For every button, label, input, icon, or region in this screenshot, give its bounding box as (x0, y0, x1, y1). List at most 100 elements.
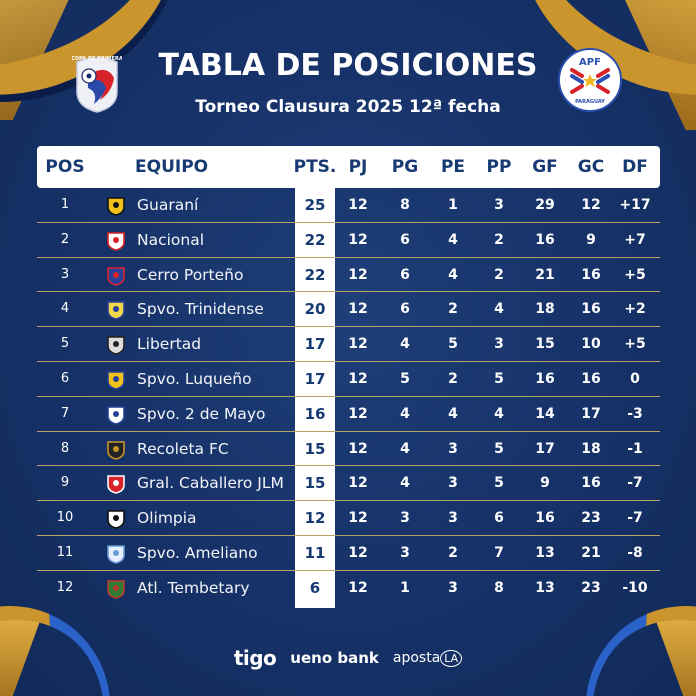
table-row: 12 Atl. Tembetary 6 12 1 3 8 13 23 -10 (37, 570, 660, 608)
cell-gc: 16 (581, 266, 601, 283)
points-cell-background (295, 570, 335, 608)
cell-team: Olimpia (137, 509, 197, 528)
column-header-equipo: EQUIPO (135, 157, 209, 177)
cell-pts: 22 (304, 265, 326, 284)
cell-pp: 8 (494, 579, 504, 596)
cell-team: Spvo. Luqueño (137, 369, 252, 388)
cell-pe: 2 (448, 544, 458, 561)
cell-gf: 18 (535, 301, 555, 318)
cell-gc: 16 (581, 370, 601, 387)
column-header-gc: GC (577, 157, 605, 177)
table-row: 9 Gral. Caballero JLM 15 12 4 3 5 9 16 -7 (37, 466, 660, 502)
cell-pj: 12 (348, 370, 368, 387)
column-header-pts: PTS. (293, 157, 337, 177)
cell-gf: 29 (535, 197, 555, 213)
points-cell-background (295, 466, 335, 501)
points-cell-background (295, 396, 335, 431)
cell-team: Atl. Tembetary (137, 578, 250, 597)
cell-df: -3 (627, 405, 643, 422)
cerro-porteno-crest-icon (107, 266, 125, 286)
cell-gf: 21 (535, 266, 555, 283)
cell-pg: 4 (400, 405, 410, 422)
cell-pg: 3 (400, 510, 410, 527)
cell-pj: 12 (348, 231, 368, 248)
cell-pe: 1 (448, 197, 458, 213)
cell-df: -10 (622, 579, 648, 596)
table-row: 1 Guaraní 25 12 8 1 3 29 12 +17 (37, 188, 660, 223)
cell-pts: 16 (304, 404, 326, 423)
guarani-crest-icon (107, 196, 125, 216)
recoleta-crest-icon (107, 440, 125, 460)
cell-pe: 3 (448, 579, 458, 596)
cell-pp: 5 (494, 370, 504, 387)
table-row: 3 Cerro Porteño 22 12 6 4 2 21 16 +5 (37, 257, 660, 293)
cell-pe: 3 (448, 510, 458, 527)
column-header-df: DF (622, 157, 648, 177)
cell-pts: 15 (304, 439, 326, 458)
cell-df: -7 (627, 475, 643, 492)
cell-pp: 4 (494, 301, 504, 318)
cell-gf: 16 (535, 370, 555, 387)
cell-pts: 11 (304, 543, 326, 562)
cell-df: +17 (619, 197, 651, 213)
cell-pj: 12 (348, 197, 368, 213)
cell-team: Libertad (137, 335, 202, 354)
cell-pe: 4 (448, 266, 458, 283)
ueno-bank-logo: ueno bank (290, 649, 379, 667)
cell-df: +5 (624, 336, 646, 353)
points-cell-background (295, 361, 335, 396)
tigo-logo: tigo (233, 646, 277, 670)
cell-pj: 12 (348, 266, 368, 283)
standings-table: POS EQUIPO PTS. PJ PG PE PP GF GC DF 1 Gu… (37, 146, 660, 608)
cell-df: -8 (627, 544, 643, 561)
cell-team: Recoleta FC (137, 439, 229, 458)
sponsors-bar: tigo ueno bank aposta LA (0, 646, 696, 670)
cell-gc: 16 (581, 475, 601, 492)
cell-pos: 8 (60, 440, 70, 456)
cell-df: +5 (624, 266, 646, 283)
cell-pts: 15 (304, 474, 326, 493)
cell-pp: 3 (494, 336, 504, 353)
table-row: 5 Libertad 17 12 4 5 3 15 10 +5 (37, 327, 660, 362)
cell-pts: 17 (304, 335, 326, 354)
cell-gc: 16 (581, 301, 601, 318)
cell-pe: 5 (448, 336, 458, 353)
column-header-pj: PJ (348, 157, 368, 177)
cell-gc: 9 (586, 231, 596, 248)
cell-pos: 3 (60, 266, 70, 282)
cell-pg: 6 (400, 231, 410, 248)
cell-team: Guaraní (137, 196, 199, 214)
cell-pos: 6 (60, 370, 70, 386)
page-title: TABLA DE POSICIONES (158, 48, 538, 83)
cell-pts: 20 (304, 300, 326, 319)
cell-gf: 16 (535, 510, 555, 527)
cell-pos: 4 (60, 301, 70, 317)
cell-team: Nacional (137, 230, 205, 249)
svg-text:APF: APF (579, 57, 601, 68)
apostala-logo: aposta LA (393, 649, 463, 667)
cell-pg: 3 (400, 544, 410, 561)
cell-gc: 10 (581, 336, 601, 353)
cell-team: Gral. Caballero JLM (137, 474, 284, 493)
cell-pg: 6 (400, 266, 410, 283)
points-cell-background (295, 222, 335, 257)
cell-pe: 3 (448, 440, 458, 457)
cell-gf: 13 (535, 579, 555, 596)
cell-pg: 4 (400, 475, 410, 492)
cell-team: Spvo. Trinidense (137, 300, 264, 319)
cell-pg: 4 (400, 440, 410, 457)
cell-pp: 3 (494, 197, 504, 213)
tembetary-crest-icon (107, 579, 125, 599)
column-header-pg: PG (391, 157, 419, 177)
points-cell-background (295, 535, 335, 570)
cell-pg: 1 (400, 579, 410, 596)
cell-pe: 4 (448, 405, 458, 422)
cell-pos: 11 (56, 544, 74, 560)
table-row: 11 Spvo. Ameliano 11 12 3 2 7 13 21 -8 (37, 535, 660, 571)
luqueno-crest-icon (107, 370, 125, 390)
svg-text:COPA DE PRIMERA: COPA DE PRIMERA (72, 56, 122, 62)
cell-gf: 14 (535, 405, 555, 422)
column-header-pos: POS (45, 157, 85, 177)
cell-pj: 12 (348, 336, 368, 353)
gral-caballero-crest-icon (107, 474, 125, 495)
